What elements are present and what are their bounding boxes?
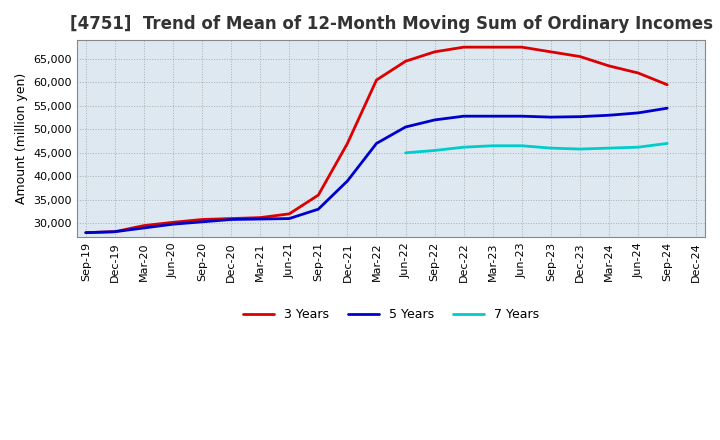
5 Years xyxy=(605,113,613,118)
Line: 5 Years: 5 Years xyxy=(86,108,667,233)
Line: 3 Years: 3 Years xyxy=(86,47,667,233)
3 Years xyxy=(314,192,323,198)
3 Years xyxy=(459,44,468,50)
7 Years xyxy=(401,150,410,155)
7 Years xyxy=(576,147,585,152)
3 Years xyxy=(663,82,672,88)
5 Years xyxy=(198,219,207,224)
3 Years xyxy=(198,217,207,222)
5 Years xyxy=(459,114,468,119)
5 Years xyxy=(168,222,177,227)
3 Years xyxy=(81,230,90,235)
7 Years xyxy=(546,146,555,151)
5 Years xyxy=(140,225,148,231)
3 Years xyxy=(576,54,585,59)
7 Years xyxy=(431,148,439,153)
5 Years xyxy=(227,217,235,222)
7 Years xyxy=(488,143,497,148)
7 Years xyxy=(634,144,642,150)
3 Years xyxy=(256,215,264,220)
5 Years xyxy=(110,229,119,235)
3 Years xyxy=(605,63,613,69)
5 Years xyxy=(372,141,381,146)
3 Years xyxy=(546,49,555,55)
Line: 7 Years: 7 Years xyxy=(405,143,667,153)
5 Years xyxy=(343,178,352,183)
5 Years xyxy=(576,114,585,119)
7 Years xyxy=(459,144,468,150)
5 Years xyxy=(81,230,90,235)
5 Years xyxy=(518,114,526,119)
7 Years xyxy=(518,143,526,148)
3 Years xyxy=(372,77,381,83)
Title: [4751]  Trend of Mean of 12-Month Moving Sum of Ordinary Incomes: [4751] Trend of Mean of 12-Month Moving … xyxy=(70,15,713,33)
5 Years xyxy=(634,110,642,116)
5 Years xyxy=(431,117,439,123)
5 Years xyxy=(546,114,555,120)
3 Years xyxy=(140,223,148,228)
3 Years xyxy=(431,49,439,55)
3 Years xyxy=(488,44,497,50)
3 Years xyxy=(401,59,410,64)
7 Years xyxy=(663,141,672,146)
5 Years xyxy=(663,106,672,111)
Y-axis label: Amount (million yen): Amount (million yen) xyxy=(15,73,28,204)
3 Years xyxy=(168,220,177,225)
5 Years xyxy=(314,206,323,212)
5 Years xyxy=(488,114,497,119)
3 Years xyxy=(110,229,119,235)
3 Years xyxy=(518,44,526,50)
3 Years xyxy=(343,141,352,146)
3 Years xyxy=(285,211,294,216)
5 Years xyxy=(285,216,294,221)
5 Years xyxy=(256,216,264,222)
3 Years xyxy=(227,216,235,221)
3 Years xyxy=(634,70,642,76)
Legend: 3 Years, 5 Years, 7 Years: 3 Years, 5 Years, 7 Years xyxy=(238,303,544,326)
7 Years xyxy=(605,146,613,151)
5 Years xyxy=(401,125,410,130)
